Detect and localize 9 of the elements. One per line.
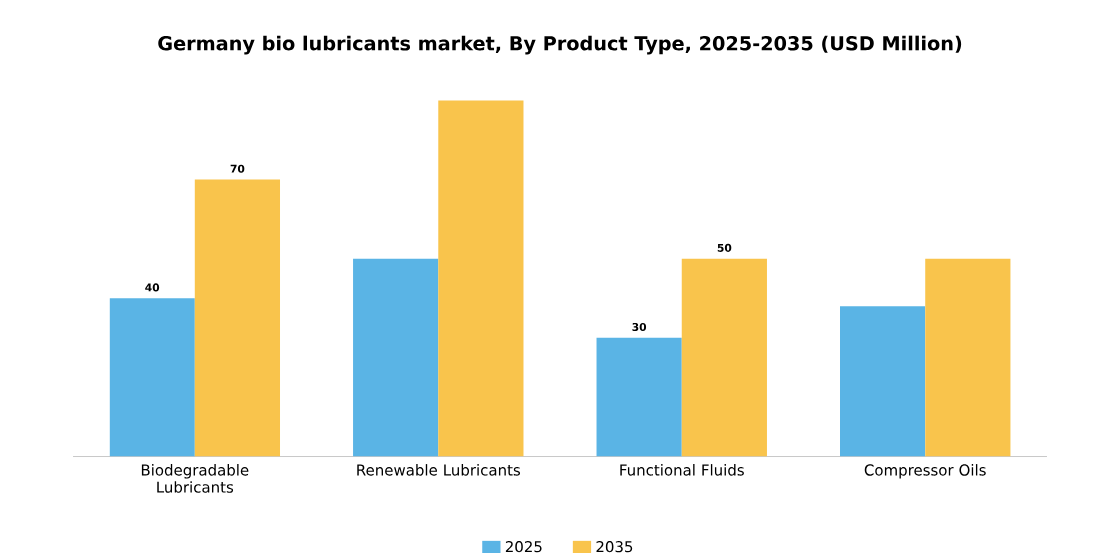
bar bbox=[596, 337, 682, 457]
chart-title: Germany bio lubricants market, By Product Type, 2025-2035 (USD Million) bbox=[158, 35, 962, 55]
bar bbox=[681, 258, 767, 457]
bar bbox=[925, 258, 1011, 457]
bar bbox=[438, 100, 524, 457]
bar bbox=[109, 298, 195, 457]
bar bbox=[840, 306, 926, 457]
bar bbox=[194, 179, 281, 457]
bar bbox=[353, 258, 439, 457]
